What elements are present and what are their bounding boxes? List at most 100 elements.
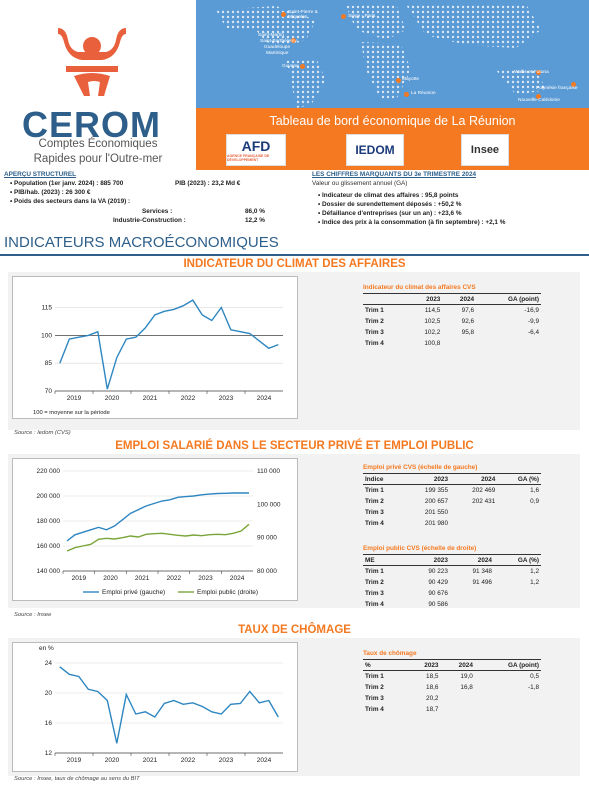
- climat-table-title: Indicateur du climat des affaires CVS: [363, 284, 476, 291]
- table-cell: Trim 1: [365, 672, 384, 680]
- table-cell: 202 431: [472, 497, 496, 505]
- table-cell: 102,2: [424, 328, 441, 336]
- table-row: Trim 2 18,6 16,8 -1,8: [363, 682, 541, 693]
- emploi-prive-table-title: Emploi privé CVS (échelle de gauche): [363, 464, 478, 471]
- table-row: Trim 4 100,8: [363, 338, 541, 349]
- chiffre-item: • Indicateur de climat des affaires : 95…: [318, 192, 459, 199]
- chiffres-subtitle: Valeur ou glissement annuel (GA): [312, 180, 408, 187]
- table-cell: 1,6: [530, 486, 539, 494]
- table-cell: Trim 2: [365, 317, 384, 325]
- y-tick-label: 20: [45, 690, 53, 697]
- y-tick-label: 180 000: [37, 518, 61, 525]
- table-row: Trim 4 201 980: [363, 518, 541, 529]
- table-cell: 18,5: [426, 672, 439, 680]
- table-header-cell: 2024: [442, 293, 477, 305]
- x-tick-label: 2019: [72, 575, 87, 582]
- chomage-chart-box: 12 16 20 24 2019 2020 2021 2022 2023 2024 en %: [12, 642, 298, 772]
- y-right-tick-label: 90 000: [257, 535, 277, 542]
- emploi-chart-box: 140 000 160 000 180 000 200 000 220 000 2019 2…: [12, 458, 298, 601]
- map-label-paris: Siège - Paris: [348, 14, 376, 19]
- table-header-cell: GA (%): [493, 554, 541, 566]
- x-tick-label: 2020: [105, 757, 120, 764]
- y-tick-label: 85: [45, 360, 53, 367]
- services-label: Services :: [142, 208, 173, 215]
- table-cell: 92,6: [461, 317, 475, 325]
- x-tick-label: 2024: [257, 757, 272, 764]
- section-divider: [0, 254, 589, 256]
- table-cell: 0,9: [530, 497, 539, 505]
- insee-logo: Insee: [461, 134, 509, 166]
- map-label-spm: Saint-Pierre & Miquelon: [288, 10, 318, 20]
- x-tick-label: 2022: [181, 757, 196, 764]
- table-cell: [450, 599, 494, 610]
- y-tick-label: 115: [42, 305, 53, 312]
- x-tick-label: 2024: [257, 395, 272, 402]
- table-cell: -16,9: [524, 306, 539, 314]
- table-cell: [440, 693, 474, 704]
- y-tick-label: 100: [41, 332, 52, 339]
- table-header-cell: GA (point): [474, 659, 541, 671]
- table-cell: 1,2: [530, 567, 539, 575]
- map-label-guyane: Guyane: [282, 64, 299, 69]
- table-cell: 100,8: [424, 339, 441, 347]
- series-line: [59, 666, 279, 744]
- table-cell: Trim 2: [365, 683, 384, 691]
- y-tick-label: 70: [45, 388, 53, 395]
- x-tick-label: 2023: [219, 757, 234, 764]
- table-row: Trim 4 90 586: [363, 599, 541, 610]
- series-line: [66, 523, 250, 552]
- table-header-cell: GA (%): [497, 473, 541, 485]
- emploi-public-table-title: Emploi public CVS (échelle de droite): [363, 545, 477, 552]
- table-row: Trim 1 90 223 91 348 1,2: [363, 566, 541, 577]
- x-tick-label: 2019: [67, 395, 82, 402]
- chomage-table-block: Taux de chômage % 2023 2024 GA (point) Trim …: [363, 650, 541, 715]
- map-label-martinique: Martinique: [266, 51, 289, 56]
- table-cell: 18,6: [426, 683, 439, 691]
- map-label-reunion: La Réunion: [411, 91, 436, 96]
- table-row: Trim 1 18,5 19,0 0,5: [363, 671, 541, 682]
- table-cell: Trim 2: [365, 578, 384, 586]
- table-row: Trim 1 114,5 97,6 -16,9: [363, 305, 541, 316]
- table-cell: 0,5: [530, 672, 539, 680]
- table-header-cell: Indice: [363, 473, 403, 485]
- chomage-unit: en %: [39, 645, 54, 652]
- legend-label: Emploi public (droite): [197, 589, 258, 596]
- table-cell: 90 223: [428, 567, 448, 575]
- table-cell: 97,6: [461, 306, 475, 314]
- table-header-cell: 2023: [406, 659, 441, 671]
- map-label-st-barth: Saint-Barthélemy: [260, 39, 297, 44]
- table-cell: Trim 4: [365, 705, 384, 713]
- table-cell: Trim 3: [365, 328, 384, 336]
- logo-subtitle-2: Rapides pour l'Outre-mer: [33, 153, 163, 165]
- x-tick-label: 2023: [219, 395, 234, 402]
- emploi-prive-table: Indice 2023 2024 GA (%) Trim 1 199 355 202 469…: [363, 473, 541, 529]
- table-row: Trim 2 90 429 91 496 1,2: [363, 577, 541, 588]
- y-tick-label: 220 000: [37, 468, 61, 475]
- y-tick-label: 24: [45, 660, 53, 667]
- industrie-value: 12,2 %: [245, 217, 265, 224]
- table-cell: 95,8: [461, 328, 475, 336]
- y-tick-label: 200 000: [37, 493, 61, 500]
- chiffre-item: • Dossier de surendettement déposés : +5…: [318, 201, 462, 208]
- banner-title: Tableau de bord économique de La Réunion: [269, 114, 516, 128]
- map-label-st-martin: Saint-Martin: [258, 33, 284, 38]
- table-cell: 199 355: [424, 486, 449, 494]
- apercu-pibhab: • PIB/hab. (2023) : 26 300 €: [10, 189, 91, 196]
- table-cell: [497, 507, 541, 518]
- dashboard-banner: Tableau de bord économique de La Réunion…: [196, 108, 589, 170]
- table-cell: 201 550: [424, 508, 449, 516]
- table-header-cell: 2024: [450, 473, 498, 485]
- map-label-wallis: Wallis-et-Futuna: [514, 70, 549, 75]
- table-cell: 201 980: [424, 519, 449, 527]
- y-right-tick-label: 100 000: [257, 501, 281, 508]
- legend-label: Emploi privé (gauche): [102, 589, 165, 596]
- table-cell: [450, 588, 494, 599]
- map-label-guadeloupe: Guadeloupe: [264, 45, 291, 50]
- chiffres-title: LES CHIFFRES MARQUANTS DU 3e TRIMESTRE 2…: [312, 171, 477, 178]
- chomage-heading: TAUX DE CHÔMAGE: [238, 624, 351, 636]
- table-cell: 19,0: [460, 672, 473, 680]
- table-row: Trim 3 90 676: [363, 588, 541, 599]
- table-header-row: % 2023 2024 GA (point): [363, 659, 541, 671]
- apercu-population: • Population (1er janv. 2024) : 885 700: [10, 180, 124, 187]
